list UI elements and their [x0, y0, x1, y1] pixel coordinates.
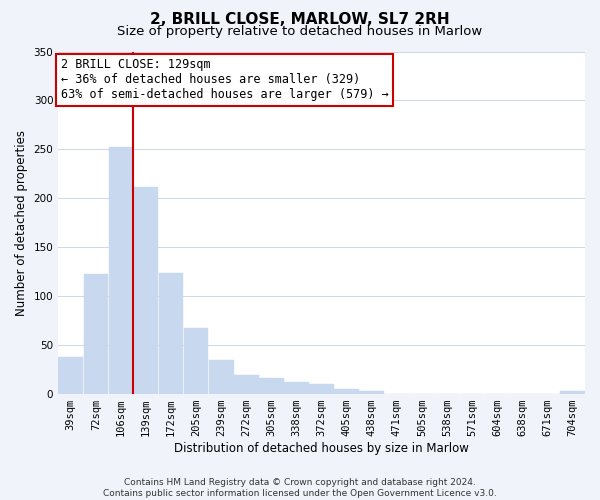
Bar [83, 274, 108, 394]
Bar [334, 389, 359, 394]
Bar [284, 382, 309, 394]
Bar [309, 384, 334, 394]
Text: Size of property relative to detached houses in Marlow: Size of property relative to detached ho… [118, 25, 482, 38]
Bar [209, 360, 233, 394]
Text: 2 BRILL CLOSE: 129sqm
← 36% of detached houses are smaller (329)
63% of semi-det: 2 BRILL CLOSE: 129sqm ← 36% of detached … [61, 58, 389, 102]
Bar [184, 328, 208, 394]
Bar [58, 357, 83, 394]
Bar [134, 186, 158, 394]
Bar [259, 378, 284, 394]
Bar [109, 148, 133, 394]
Bar [359, 391, 384, 394]
Y-axis label: Number of detached properties: Number of detached properties [15, 130, 28, 316]
Text: 2, BRILL CLOSE, MARLOW, SL7 2RH: 2, BRILL CLOSE, MARLOW, SL7 2RH [150, 12, 450, 28]
Bar [234, 374, 259, 394]
X-axis label: Distribution of detached houses by size in Marlow: Distribution of detached houses by size … [174, 442, 469, 455]
Bar [560, 391, 585, 394]
Text: Contains HM Land Registry data © Crown copyright and database right 2024.
Contai: Contains HM Land Registry data © Crown c… [103, 478, 497, 498]
Bar [159, 272, 184, 394]
